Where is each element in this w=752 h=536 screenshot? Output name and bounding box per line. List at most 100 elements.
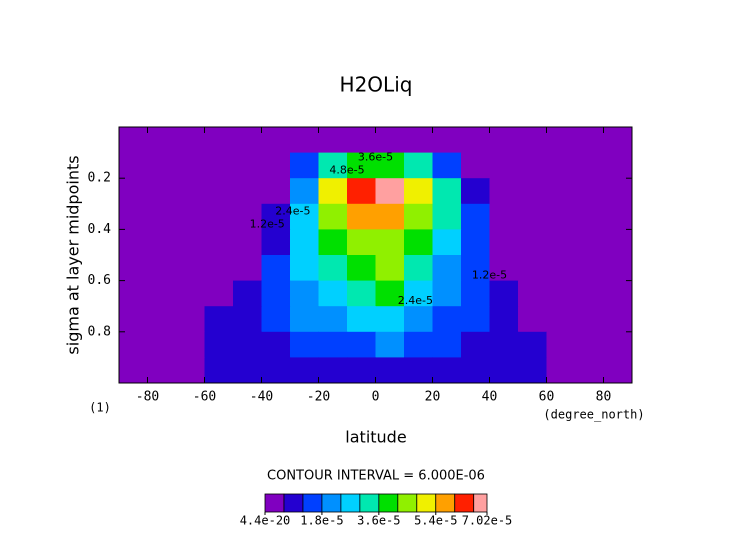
contour-cell xyxy=(375,280,405,307)
colorbar-box xyxy=(435,493,456,513)
contour-cell xyxy=(176,178,205,205)
contour-cell xyxy=(603,127,632,154)
contour-cell xyxy=(546,203,576,230)
contour-cell xyxy=(119,152,148,179)
contour-cell xyxy=(518,280,547,307)
contour-cell xyxy=(176,255,205,282)
contour-cell xyxy=(147,280,177,307)
x-units: (degree_north) xyxy=(543,408,644,422)
x-tick-label: -40 xyxy=(250,390,273,405)
x-tick-label: -80 xyxy=(136,390,159,405)
contour-cell xyxy=(204,280,234,307)
contour-cell xyxy=(233,357,262,383)
contour-cell xyxy=(603,357,632,383)
contour-cell xyxy=(575,229,604,256)
contour-cell xyxy=(204,331,234,358)
contour-cell xyxy=(603,306,632,333)
contour-cell xyxy=(404,127,433,154)
contour-cell xyxy=(518,127,547,154)
colorbar-box xyxy=(302,493,323,513)
contour-cell xyxy=(375,229,405,256)
contour-cell xyxy=(176,306,205,333)
contour-cell xyxy=(261,280,291,307)
contour-cell xyxy=(290,152,319,179)
contour-cell xyxy=(489,203,519,230)
contour-cell xyxy=(119,203,148,230)
contour-cell xyxy=(261,229,291,256)
contour-cell xyxy=(432,306,462,333)
contour-cell xyxy=(375,127,405,154)
contour-cell xyxy=(432,229,462,256)
contour-cell xyxy=(233,127,262,154)
contour-cell xyxy=(518,152,547,179)
contour-cell xyxy=(176,357,205,383)
colorbar-box xyxy=(454,493,475,513)
contour-cell xyxy=(204,229,234,256)
contour-cell xyxy=(603,203,632,230)
contour-cell xyxy=(575,255,604,282)
contour-cell xyxy=(233,229,262,256)
contour-cell xyxy=(318,203,348,230)
contour-cell xyxy=(233,255,262,282)
contour-cell xyxy=(347,203,376,230)
colorbar-label: 1.8e-5 xyxy=(300,514,343,528)
contour-cell xyxy=(176,203,205,230)
y-tick-label: 0.4 xyxy=(88,222,112,237)
y-tick-label: 0.2 xyxy=(88,171,111,186)
contour-cell xyxy=(432,203,462,230)
contour-cell xyxy=(261,331,291,358)
contour-cell xyxy=(147,127,177,154)
x-tick-label: 0 xyxy=(372,390,380,405)
contour-label: 4.8e-5 xyxy=(329,164,364,177)
contour-cell xyxy=(318,127,348,154)
colorbar-label: 5.4e-5 xyxy=(414,514,457,528)
contour-cell xyxy=(518,331,547,358)
contour-cell xyxy=(546,255,576,282)
contour-cell xyxy=(404,152,433,179)
contour-cell xyxy=(233,203,262,230)
contour-cell xyxy=(575,280,604,307)
contour-cell xyxy=(546,152,576,179)
contour-cell xyxy=(176,152,205,179)
colorbar-label: 7.02e-5 xyxy=(462,514,513,528)
contour-cell xyxy=(147,255,177,282)
contour-cell xyxy=(461,255,490,282)
contour-cell xyxy=(261,127,291,154)
contour-cell xyxy=(518,255,547,282)
contour-cell xyxy=(575,152,604,179)
contour-cell xyxy=(204,357,234,383)
contour-cell xyxy=(375,331,405,358)
contour-cell xyxy=(546,306,576,333)
contour-cell xyxy=(119,357,148,383)
contour-cell xyxy=(119,331,148,358)
contour-cell xyxy=(347,357,376,383)
contour-cell xyxy=(489,127,519,154)
contour-cell xyxy=(461,331,490,358)
contour-cell xyxy=(404,331,433,358)
contour-label: 2.4e-5 xyxy=(398,294,433,307)
contour-cell xyxy=(375,152,405,179)
contour-cell xyxy=(147,152,177,179)
contour-label: 1.2e-5 xyxy=(250,217,285,230)
colorbar-box xyxy=(416,493,437,513)
contour-cell xyxy=(461,357,490,383)
contour-cell xyxy=(290,203,319,230)
contour-cell xyxy=(261,306,291,333)
contour-cell xyxy=(546,331,576,358)
contour-cell xyxy=(375,357,405,383)
contour-cell xyxy=(147,357,177,383)
contour-field xyxy=(119,127,632,383)
contour-cell xyxy=(204,152,234,179)
contour-cell xyxy=(147,306,177,333)
contour-cell xyxy=(432,357,462,383)
contour-cell xyxy=(119,127,148,154)
contour-cell xyxy=(347,280,376,307)
contour-cell xyxy=(261,357,291,383)
contour-cell xyxy=(119,178,148,205)
contour-cell xyxy=(489,229,519,256)
contour-cell xyxy=(404,255,433,282)
contour-cell xyxy=(575,357,604,383)
contour-cell xyxy=(347,127,376,154)
contour-cell xyxy=(261,203,291,230)
contour-cell xyxy=(404,178,433,205)
